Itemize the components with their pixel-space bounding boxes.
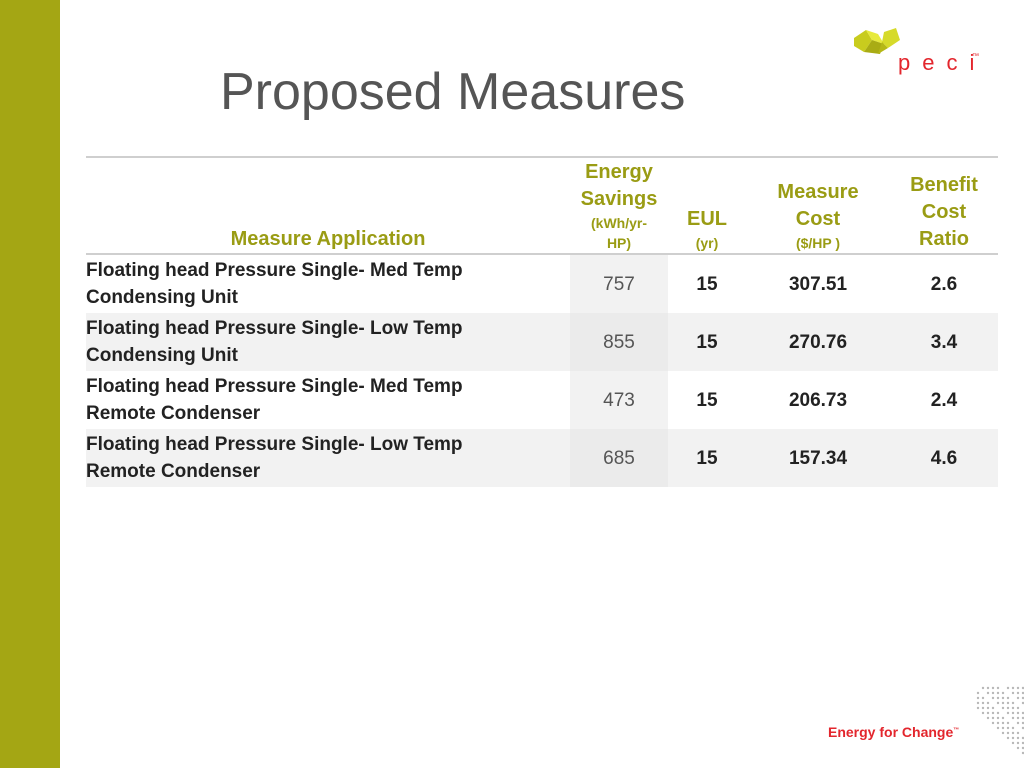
left-accent-bar bbox=[0, 0, 60, 768]
row-benefit-cost-ratio: 2.4 bbox=[930, 389, 958, 411]
row-measure-cost: 157.34 bbox=[746, 429, 890, 487]
row-eul: 15 bbox=[696, 389, 718, 411]
row-measure-application: Floating head Pressure Single- Low Temp … bbox=[86, 313, 570, 371]
header-measure-application: Measure Application bbox=[86, 156, 570, 255]
row-benefit-cost-ratio: 3.4 bbox=[890, 313, 998, 371]
row-measure-application: Floating head Pressure Single- Low Temp … bbox=[86, 429, 570, 487]
row-measure-cost: 206.73 bbox=[788, 389, 848, 411]
row-benefit-cost-ratio: 2.6 bbox=[930, 273, 958, 295]
table-header-row: Measure Application Energy Savings (kWh/… bbox=[86, 156, 998, 255]
peci-logo-icon bbox=[854, 28, 900, 54]
proposed-measures-table: Measure Application Energy Savings (kWh/… bbox=[86, 156, 998, 487]
table-row: Floating head Pressure Single- Med Temp … bbox=[86, 371, 998, 429]
table-row: Floating head Pressure Single- Low Temp … bbox=[86, 313, 998, 371]
row-eul: 15 bbox=[696, 273, 718, 295]
slide-title: Proposed Measures bbox=[220, 63, 686, 121]
row-measure-application: Floating head Pressure Single- Med Temp … bbox=[86, 260, 463, 308]
header-eul: EUL (yr) bbox=[668, 156, 746, 255]
peci-logo-tm: ™ bbox=[972, 53, 979, 60]
header-benefit-cost-ratio: Benefit Cost Ratio bbox=[890, 156, 998, 255]
table-row: Floating head Pressure Single- Med Temp … bbox=[86, 254, 998, 313]
row-benefit-cost-ratio: 4.6 bbox=[890, 429, 998, 487]
dot-pattern-icon bbox=[976, 686, 1024, 755]
peci-logo-text: peci bbox=[898, 50, 987, 75]
table-row: Floating head Pressure Single- Low Temp … bbox=[86, 429, 998, 487]
row-measure-cost: 307.51 bbox=[788, 273, 848, 295]
row-eul: 15 bbox=[668, 429, 746, 487]
row-energy-savings: 685 bbox=[570, 429, 668, 487]
header-measure-cost: Measure Cost ($/HP ) bbox=[746, 156, 890, 255]
header-energy-savings: Energy Savings (kWh/yr- HP) bbox=[570, 156, 668, 255]
row-measure-cost: 270.76 bbox=[746, 313, 890, 371]
row-eul: 15 bbox=[668, 313, 746, 371]
row-energy-savings: 855 bbox=[570, 313, 668, 371]
row-measure-application: Floating head Pressure Single- Med Temp … bbox=[86, 376, 463, 424]
row-energy-savings: 473 bbox=[570, 371, 668, 429]
footer-tagline: Energy for Change™ bbox=[828, 724, 960, 740]
row-energy-savings: 757 bbox=[570, 254, 668, 313]
